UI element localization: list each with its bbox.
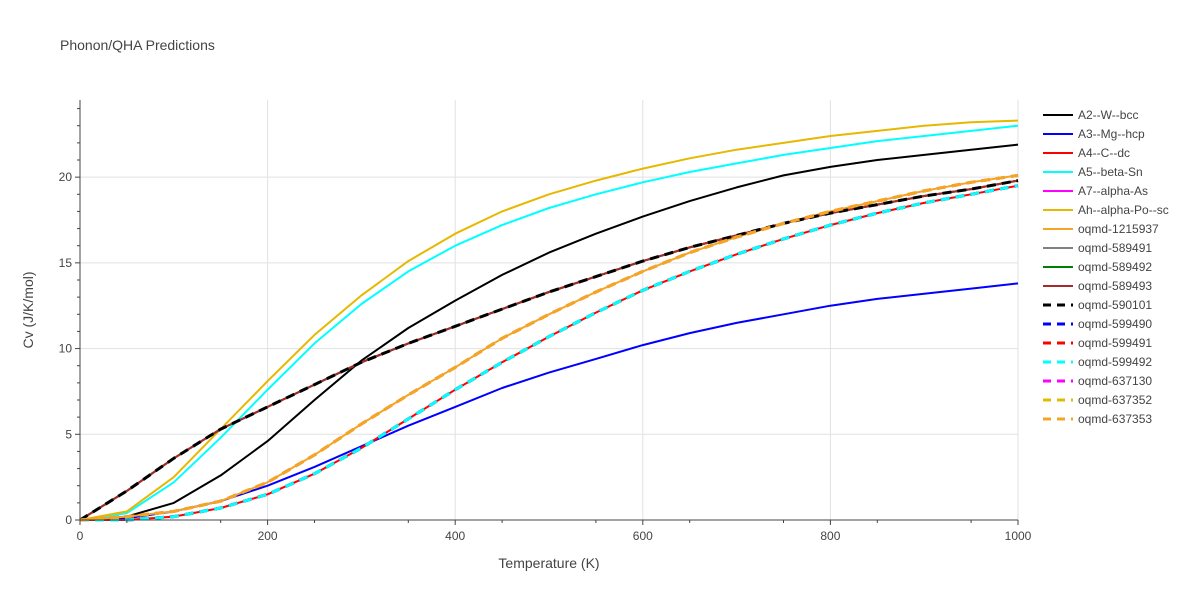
y-tick-label: 10 <box>59 342 73 356</box>
y-tick-label: 0 <box>65 513 72 527</box>
series-line-A2--W--bcc[interactable] <box>79 143 1019 521</box>
series-line-A7--alpha-As[interactable] <box>79 179 1019 521</box>
legend-label: oqmd-599492 <box>1078 355 1152 369</box>
series-line-A5--beta-Sn[interactable] <box>79 124 1019 521</box>
legend-label: A3--Mg--hcp <box>1078 127 1145 141</box>
chart-title: Phonon/QHA Predictions <box>60 37 215 53</box>
plot-area[interactable] <box>79 119 1019 522</box>
series-line-A4--C--dc[interactable] <box>80 184 1019 521</box>
x-tick-label: 1000 <box>1005 529 1032 543</box>
y-tick-label: 5 <box>65 427 72 441</box>
legend-label: Ah--alpha-Po--sc <box>1078 203 1169 217</box>
series-line-oqmd-589492[interactable] <box>79 179 1019 521</box>
legend-item[interactable]: oqmd-589491 <box>1043 241 1152 255</box>
grid <box>80 100 1019 520</box>
y-tick-label: 20 <box>59 170 73 184</box>
legend-item[interactable]: A3--Mg--hcp <box>1043 127 1145 141</box>
legend-label: oqmd-590101 <box>1078 298 1152 312</box>
legend-item[interactable]: oqmd-589493 <box>1043 279 1152 293</box>
series-line-oqmd-1215937[interactable] <box>79 174 1019 521</box>
axes: 0 200 400 600 800 1000 0 5 10 15 20 <box>59 100 1032 543</box>
x-tick-label: 400 <box>445 529 465 543</box>
legend-item[interactable]: oqmd-637352 <box>1043 393 1152 407</box>
x-tick-label: 600 <box>633 529 653 543</box>
x-tick-label: 200 <box>258 529 278 543</box>
series-line-oqmd-590101[interactable] <box>79 179 1019 522</box>
series-line-Ah--alpha-Po--sc[interactable] <box>79 119 1019 521</box>
legend-item[interactable]: A4--C--dc <box>1043 146 1130 160</box>
legend-item[interactable]: oqmd-599490 <box>1043 317 1152 331</box>
legend-item[interactable]: oqmd-637353 <box>1043 412 1152 426</box>
legend-label: A4--C--dc <box>1078 146 1130 160</box>
legend-item[interactable]: oqmd-1215937 <box>1043 222 1159 236</box>
legend-label: oqmd-589492 <box>1078 260 1152 274</box>
legend-item[interactable]: oqmd-599491 <box>1043 336 1152 350</box>
legend-item[interactable]: A5--beta-Sn <box>1043 165 1143 179</box>
series-line-oqmd-599491[interactable] <box>80 184 1019 522</box>
legend-label: oqmd-589491 <box>1078 241 1152 255</box>
series-line-oqmd-637352[interactable] <box>79 173 1019 522</box>
legend-label: oqmd-637130 <box>1078 374 1152 388</box>
y-tick-label: 15 <box>59 256 73 270</box>
series-line-oqmd-599492[interactable] <box>80 184 1019 522</box>
series-line-A3--Mg--hcp[interactable] <box>79 282 1019 521</box>
series-line-oqmd-637353[interactable] <box>79 173 1019 522</box>
legend-label: oqmd-1215937 <box>1078 222 1159 236</box>
legend-label: oqmd-637353 <box>1078 412 1152 426</box>
legend[interactable]: A2--W--bcc A3--Mg--hcp A4--C--dc A5--beta-S… <box>1043 108 1169 426</box>
legend-item[interactable]: oqmd-599492 <box>1043 355 1152 369</box>
x-tick-label: 800 <box>820 529 840 543</box>
legend-item[interactable]: oqmd-589492 <box>1043 260 1152 274</box>
legend-label: A5--beta-Sn <box>1078 165 1143 179</box>
series-line-oqmd-589493[interactable] <box>79 179 1019 521</box>
legend-label: oqmd-637352 <box>1078 393 1152 407</box>
legend-item[interactable]: A2--W--bcc <box>1043 108 1138 122</box>
series-line-oqmd-637130[interactable] <box>79 173 1019 522</box>
series-line-oqmd-589491[interactable] <box>79 179 1019 521</box>
x-tick-label: 0 <box>77 529 84 543</box>
legend-item[interactable]: A7--alpha-As <box>1043 184 1148 198</box>
y-axis-label: Cv (J/K/mol) <box>20 272 36 349</box>
legend-label: oqmd-599490 <box>1078 317 1152 331</box>
legend-item[interactable]: Ah--alpha-Po--sc <box>1043 203 1169 217</box>
legend-label: A7--alpha-As <box>1078 184 1148 198</box>
legend-label: A2--W--bcc <box>1078 108 1138 122</box>
series-line-oqmd-599490[interactable] <box>80 184 1019 522</box>
legend-label: oqmd-599491 <box>1078 336 1152 350</box>
legend-item[interactable]: oqmd-590101 <box>1043 298 1152 312</box>
x-axis-label: Temperature (K) <box>498 555 599 571</box>
legend-item[interactable]: oqmd-637130 <box>1043 374 1152 388</box>
legend-label: oqmd-589493 <box>1078 279 1152 293</box>
